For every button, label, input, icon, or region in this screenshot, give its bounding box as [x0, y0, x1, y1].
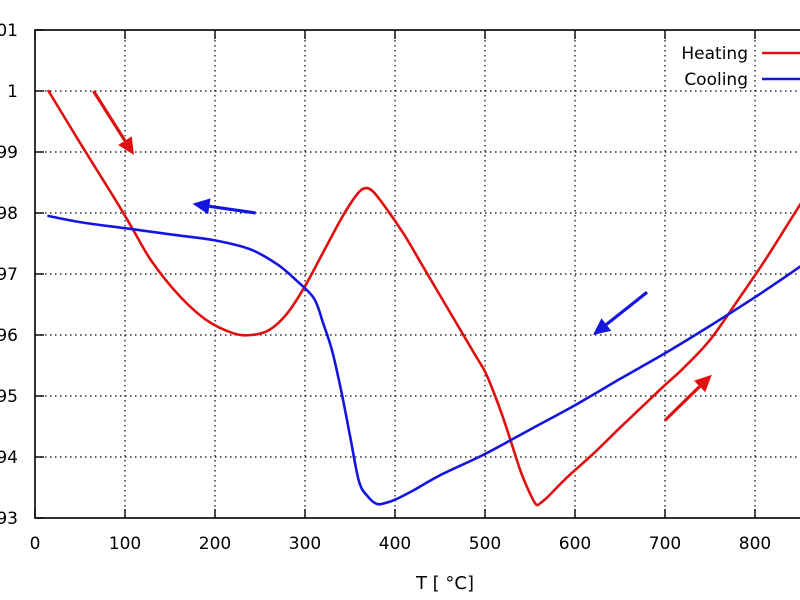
y-tick-label-7: 1: [7, 82, 18, 102]
y-tick-label-5: 0.98: [0, 204, 18, 224]
arrow-shaft-4: [663, 385, 701, 422]
series-lines: [47, 89, 800, 507]
legend-label-cooling: Cooling: [684, 70, 748, 90]
x-tick-label-200: 200: [199, 534, 231, 554]
grid: [35, 30, 800, 518]
y-tick-label-4: 0.97: [0, 265, 18, 285]
y-tick-label-0: 0.93: [0, 509, 18, 529]
legend-label-heating: Heating: [681, 44, 748, 64]
arrow-head-2: [192, 198, 211, 215]
y-tick-label-8: 1.01: [0, 21, 18, 41]
x-tick-label-500: 500: [469, 534, 501, 554]
y-tick-label-6: 0.99: [0, 143, 18, 163]
arrow-head-1: [118, 136, 134, 155]
x-tick-labels: 0 100 200 300 400 500 600 700 800: [30, 534, 772, 554]
y-tick-label-3: 0.96: [0, 326, 18, 346]
tick-marks: [34, 29, 756, 519]
direction-arrows: [92, 90, 712, 422]
y-tick-label-2: 0.95: [0, 387, 18, 407]
arrow-head-4: [694, 374, 712, 393]
series-line-cooling: [47, 214, 800, 506]
x-tick-label-100: 100: [109, 534, 141, 554]
arrow-shaft-1: [92, 90, 127, 142]
x-axis-label: T [ °C]: [415, 573, 474, 594]
x-tick-label-0: 0: [30, 534, 41, 554]
x-tick-label-400: 400: [379, 534, 411, 554]
legend: Heating Cooling: [681, 44, 800, 90]
y-tick-label-1: 0.94: [0, 448, 18, 468]
y-tick-labels: 0.93 0.94 0.95 0.96 0.97 0.98 0.99 1 1.01: [0, 21, 18, 529]
arrow-shaft-3: [605, 291, 648, 326]
arrow-head-3: [593, 318, 612, 335]
x-tick-label-600: 600: [559, 534, 591, 554]
x-tick-label-800: 800: [739, 534, 771, 554]
arrow-shaft-2: [209, 204, 256, 215]
x-tick-label-300: 300: [289, 534, 321, 554]
series-line-heating: [47, 89, 800, 507]
x-tick-label-700: 700: [649, 534, 681, 554]
